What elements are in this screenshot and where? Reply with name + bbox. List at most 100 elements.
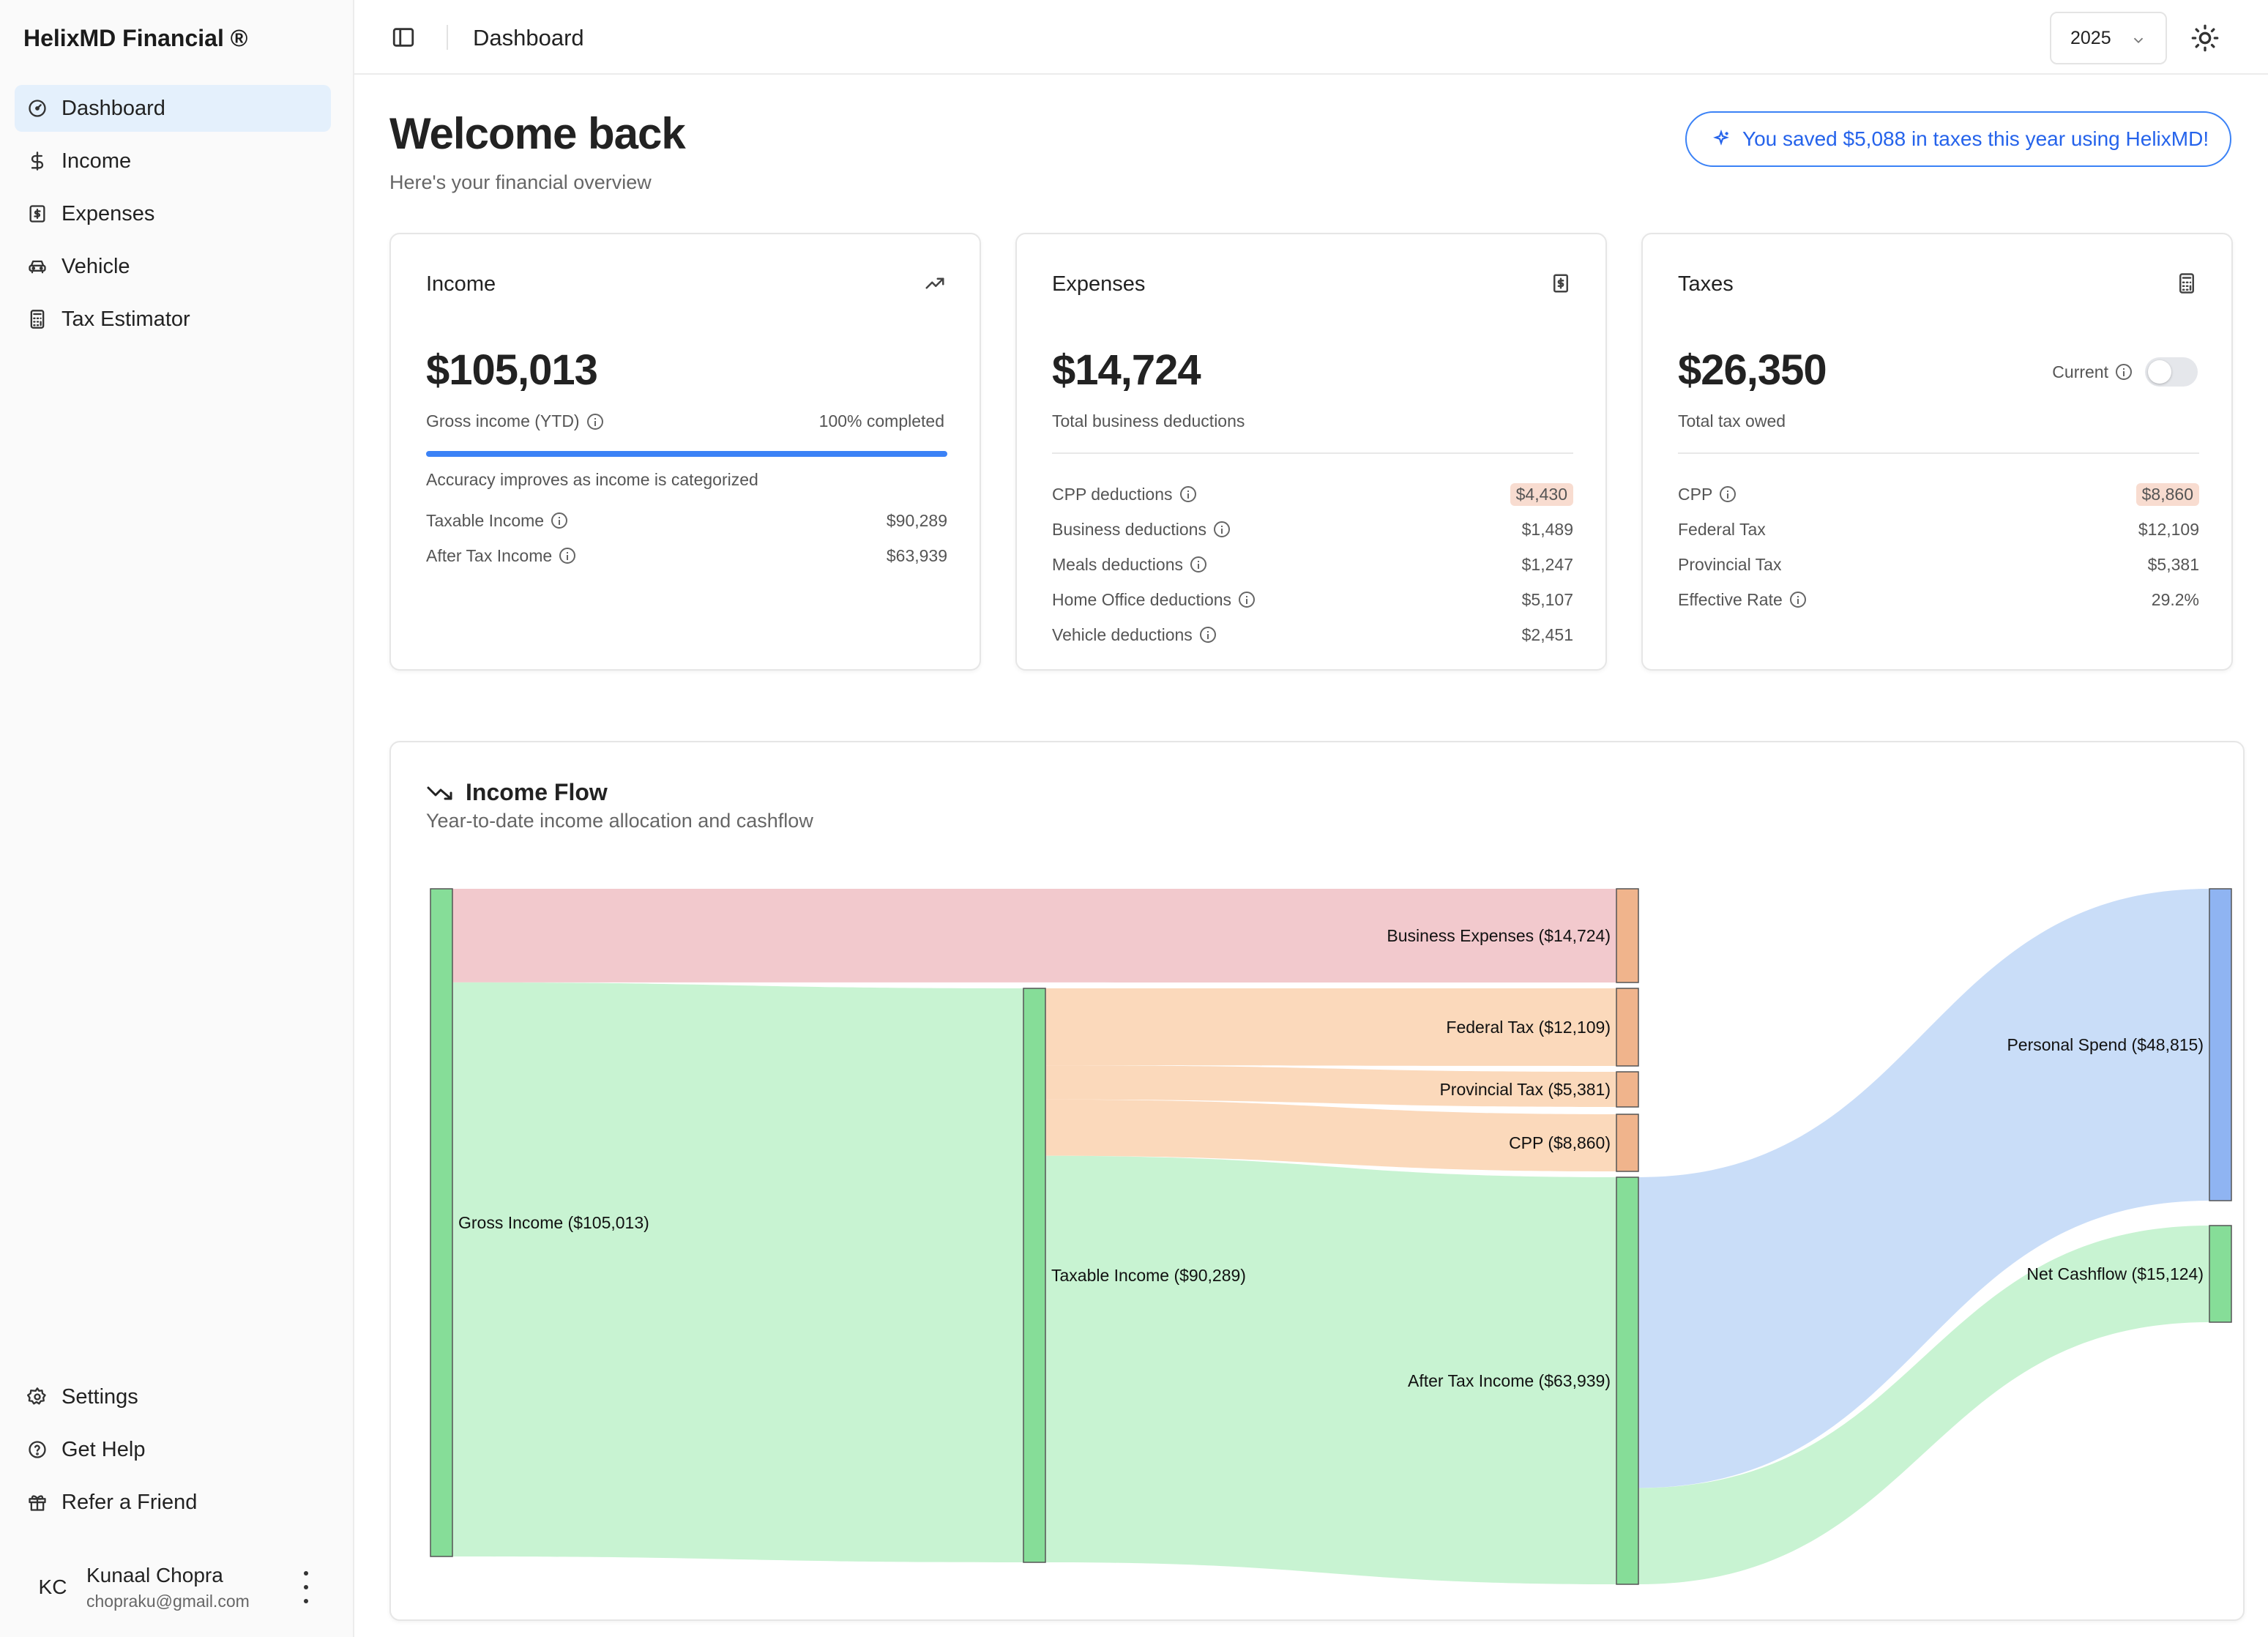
income-caption: Gross income (YTD) [426,411,603,431]
flow-node-gross[interactable] [430,888,453,1557]
income-row-taxable: Taxable Income $90,289 [426,510,947,530]
info-icon[interactable] [551,512,568,529]
flow-node-personal[interactable] [2209,888,2232,1201]
savings-banner-text: You saved $5,088 in taxes this year usin… [1742,127,2209,150]
sidebar-item-label: Vehicle [61,254,130,278]
flow-node-provincial[interactable] [1616,1071,1639,1108]
flow-link-gross-business [452,889,1616,982]
income-flow-card: Gross Income ($105,013) Taxable Income ($… [389,741,2245,1621]
year-select[interactable]: 2025 [2050,12,2167,64]
info-icon[interactable] [1199,627,1216,643]
income-amount: $105,013 [426,346,598,394]
gauge-icon [26,97,48,119]
page-subtitle: Here's your financial overview [389,171,652,193]
sidebar-item-get-help[interactable]: Get Help [15,1426,331,1473]
flow-label-business: Business Expenses ($14,724) [1387,926,1611,945]
savings-banner[interactable]: You saved $5,088 in taxes this year usin… [1685,111,2231,167]
taxes-row-cpp: CPP $8,860 [1678,482,2199,507]
trending-down-icon [427,786,452,799]
more-options-icon[interactable] [299,1571,313,1603]
info-icon[interactable] [586,413,603,430]
user-name: Kunaal Chopra [86,1563,223,1586]
page-title: Welcome back [389,109,686,158]
sidebar-item-tax-estimator[interactable]: Tax Estimator [15,296,331,343]
expenses-row-vehicle: Vehicle deductions $2,451 [1052,624,1573,644]
sidebar-item-label: Income [61,149,132,173]
flow-link-gross-taxable [452,982,1023,1562]
sidebar-item-refer-friend[interactable]: Refer a Friend [15,1479,331,1526]
flow-label-provincial: Provincial Tax ($5,381) [1439,1080,1611,1099]
flow-label-cpp: CPP ($8,860) [1509,1133,1611,1152]
flow-node-federal[interactable] [1616,988,1639,1067]
flow-label-federal: Federal Tax ($12,109) [1446,1018,1611,1037]
sidebar-item-label: Settings [61,1384,138,1409]
flow-node-net[interactable] [2209,1225,2232,1323]
brand-logo[interactable]: HelixMD Financial ® [23,25,248,51]
sidebar-item-label: Dashboard [61,96,165,120]
income-progress-fill [426,451,947,457]
toggle-label: Current [2052,362,2108,381]
taxes-row-federal: Federal Tax $12,109 [1678,519,2199,539]
breadcrumb: Dashboard [473,25,584,51]
current-toggle-group: Current [2052,357,2198,387]
sidebar-item-expenses[interactable]: Expenses [15,190,331,237]
info-icon[interactable] [1190,556,1206,573]
taxes-amount: $26,350 [1678,346,1827,394]
flow-node-taxable[interactable] [1023,988,1046,1563]
flow-label-net: Net Cashflow ($15,124) [2026,1264,2204,1283]
flow-label-gross: Gross Income ($105,013) [458,1213,649,1232]
expenses-row-home-office: Home Office deductions $5,107 [1052,589,1573,609]
taxes-row-provincial: Provincial Tax $5,381 [1678,554,2199,574]
info-icon[interactable] [559,548,576,564]
sidebar-item-income[interactable]: Income [15,138,331,184]
expenses-amount: $14,724 [1052,346,1201,394]
receipt-icon [26,203,48,225]
income-completion: 100% completed [818,411,944,430]
calculator-icon [2176,272,2198,294]
income-card: Income $105,013 Gross income (YTD) 100% … [389,233,981,671]
sidebar-item-settings[interactable]: Settings [15,1373,331,1420]
help-circle-icon [26,1439,48,1461]
info-icon[interactable] [1213,521,1230,537]
gear-icon [26,1386,48,1408]
sparkle-icon [1713,130,1729,146]
flow-node-aftertax[interactable] [1616,1177,1639,1585]
flow-link-taxable-aftertax [1045,1155,1616,1584]
info-icon[interactable] [1720,486,1737,502]
income-note: Accuracy improves as income is categoriz… [426,470,758,489]
info-icon[interactable] [1239,592,1256,608]
flow-label-personal: Personal Spend ($48,815) [2007,1035,2204,1054]
sidebar-item-label: Refer a Friend [61,1490,198,1514]
dollar-icon [26,150,48,172]
avatar: KC [38,1576,67,1598]
user-menu[interactable]: KC Kunaal Chopra chopraku@gmail.com [15,1552,331,1622]
flow-node-cpp[interactable] [1616,1114,1639,1172]
current-toggle[interactable] [2145,357,2198,387]
sidebar-item-vehicle[interactable]: Vehicle [15,243,331,290]
sidebar-toggle-icon[interactable] [391,25,416,50]
flow-link-taxable-provincial [1045,1065,1616,1107]
income-flow-title: Income Flow [426,779,608,806]
info-icon[interactable] [1789,592,1806,608]
info-icon[interactable] [1179,486,1196,502]
income-flow-subtitle: Year-to-date income allocation and cashf… [426,810,813,832]
income-progress-bar [426,451,947,457]
income-row-after-tax: After Tax Income $63,939 [426,545,947,565]
expenses-row-business: Business deductions $1,489 [1052,519,1573,539]
user-email: chopraku@gmail.com [86,1591,250,1611]
card-title: Taxes [1678,272,1734,296]
car-icon [26,256,48,277]
taxes-caption: Total tax owed [1678,411,1786,430]
card-title: Expenses [1052,272,1146,296]
flow-link-aftertax-net [1638,1226,2209,1584]
sun-icon[interactable] [2190,23,2220,53]
sidebar-item-dashboard[interactable]: Dashboard [15,85,331,132]
flow-node-business[interactable] [1616,888,1639,983]
divider [1678,452,2199,454]
receipt-icon [1550,272,1572,294]
expenses-row-meals: Meals deductions $1,247 [1052,554,1573,574]
expenses-row-cpp: CPP deductions $4,430 [1052,482,1573,507]
sidebar-item-label: Tax Estimator [61,307,190,331]
flow-label-taxable: Taxable Income ($90,289) [1051,1266,1246,1285]
info-icon[interactable] [2116,364,2132,380]
